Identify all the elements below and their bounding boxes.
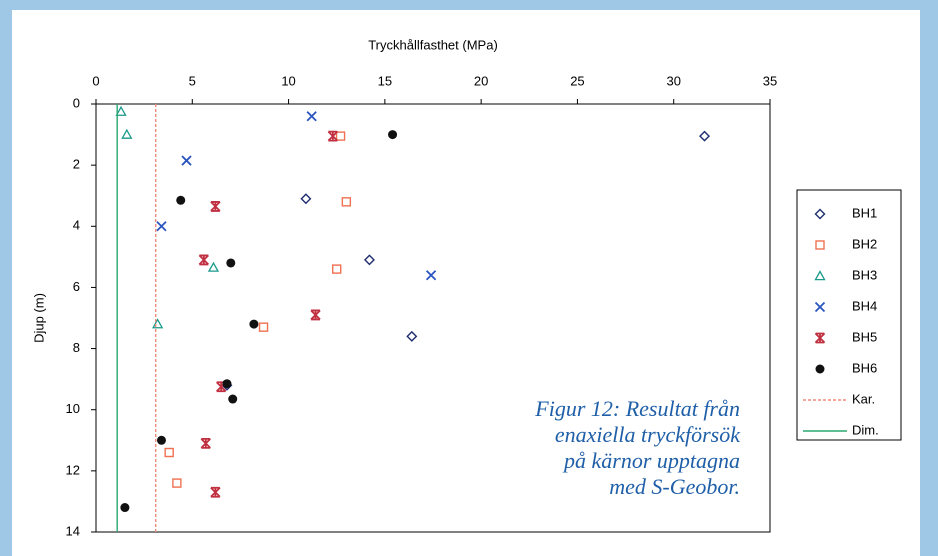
point [226,258,236,268]
point [406,330,418,342]
annotation: på kärnor upptagna [562,448,740,473]
legend-label: BH2 [852,236,877,251]
point [699,130,711,142]
legend-swatch [814,208,826,220]
legend-swatch [815,364,825,374]
y-tick-label: 10 [66,401,80,416]
point [300,193,312,205]
point [156,435,166,445]
x-tick-label: 35 [763,73,777,88]
legend-label: BH3 [852,267,877,282]
y-axis-title: Djup (m) [31,293,46,343]
point [115,105,127,116]
annotation: Figur 12: Resultat från [534,396,740,421]
x-tick-label: 30 [666,73,680,88]
legend-label: BH1 [852,205,877,220]
y-tick-label: 8 [73,340,80,355]
point [425,270,437,281]
annotation: enaxiella tryckförsök [555,422,741,447]
x-tick-label: 20 [474,73,488,88]
x-axis-title: Tryckhållfasthet (MPa) [368,37,498,52]
point [222,379,232,389]
point [207,261,220,272]
legend [796,189,902,441]
x-tick-label: 0 [92,73,99,88]
legend-label: BH4 [852,298,877,313]
point [341,197,352,207]
point [216,381,227,393]
point [249,319,259,329]
y-tick-label: 2 [73,157,80,172]
point [181,155,192,166]
point [388,130,398,140]
y-tick-label: 0 [73,95,80,110]
legend-label: BH5 [852,329,877,344]
point [172,478,182,488]
y-tick-label: 14 [66,523,80,538]
legend-swatch [814,301,826,313]
point [200,437,211,449]
legend-swatch [814,332,826,344]
y-tick-label: 4 [73,218,80,233]
y-tick-label: 6 [73,279,80,294]
x-tick-label: 15 [378,73,392,88]
point [176,195,186,205]
panel [12,10,920,556]
point [306,111,317,122]
point [327,130,338,142]
point [332,264,342,274]
annotation: med S-Geobor. [609,474,740,499]
x-tick-label: 25 [570,73,584,88]
point [120,503,130,513]
legend-label: BH6 [852,360,877,375]
legend-label: Kar. [852,391,875,406]
legend-swatch [814,270,826,281]
legend-label: Dim. [852,422,879,437]
point [164,447,174,458]
point [363,254,375,266]
x-tick-label: 5 [189,73,196,88]
point [121,128,133,139]
point [156,221,167,232]
point [228,394,238,404]
point [210,486,221,498]
x-tick-label: 10 [281,73,295,88]
point [210,201,221,212]
point [335,131,346,141]
plot-area [95,103,771,533]
legend-swatch [815,240,825,250]
point [310,309,321,321]
point [198,254,209,266]
point [258,322,269,332]
y-tick-label: 12 [66,462,80,477]
